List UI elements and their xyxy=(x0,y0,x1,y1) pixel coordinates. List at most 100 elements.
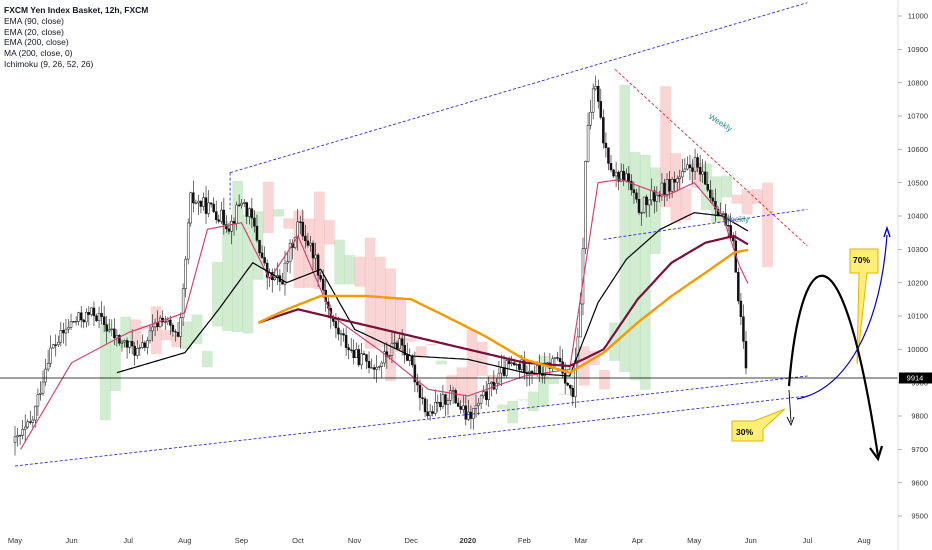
candle-body xyxy=(64,328,68,334)
candle-body xyxy=(286,261,289,264)
cloud-segment xyxy=(222,221,233,332)
cloud-segment xyxy=(385,268,396,382)
candle-body xyxy=(192,192,195,204)
candle-body xyxy=(319,275,322,280)
cloud-segment xyxy=(619,84,631,373)
cloud-segment xyxy=(273,209,284,217)
cloud-segment xyxy=(140,325,152,330)
candle-body xyxy=(222,209,226,225)
time-axis[interactable]: May Jun Jul Aug Sep Oct Nov Dec 2020 Feb Mar Apr May… xyxy=(8,536,871,545)
candle-body xyxy=(199,200,203,207)
candle-body xyxy=(673,179,676,183)
ichimoku-cloud xyxy=(99,84,773,424)
candle-body xyxy=(665,179,669,195)
cloud-segment xyxy=(161,330,172,341)
candle-body xyxy=(110,328,114,330)
price-tick-label: 9600 xyxy=(911,478,928,487)
bearish-arrowhead-icon xyxy=(869,445,884,462)
up-probability-callout xyxy=(849,248,879,365)
candle-body xyxy=(579,303,582,338)
candle-body xyxy=(342,333,345,336)
price-tick-label: 10000 xyxy=(907,345,928,354)
candle-body xyxy=(87,311,91,315)
candle-body xyxy=(176,332,180,337)
cloud-segment xyxy=(670,153,682,224)
candle-body xyxy=(349,349,353,351)
candle-body xyxy=(169,319,172,326)
candle-body xyxy=(245,202,249,217)
candle-body xyxy=(82,319,86,323)
candle-body xyxy=(186,222,190,260)
candle-body xyxy=(120,341,124,344)
candle-body xyxy=(441,394,445,407)
candle-body xyxy=(115,335,119,339)
candle-body xyxy=(311,242,315,259)
candle-body xyxy=(571,387,575,397)
current-price-badge: 9914 xyxy=(899,372,932,384)
candle-body xyxy=(72,321,75,323)
cloud-segment xyxy=(171,333,183,348)
candle-body xyxy=(370,367,373,369)
candle-body xyxy=(703,171,707,185)
candle-body xyxy=(477,403,480,406)
price-tick-label: 10200 xyxy=(907,278,928,287)
candle-body xyxy=(553,357,557,360)
candle-body xyxy=(197,200,200,204)
candle-body xyxy=(454,390,457,404)
cloud-segment xyxy=(497,404,509,410)
candle-body xyxy=(118,335,121,344)
price-tick-label: 9700 xyxy=(911,445,928,454)
candle-body xyxy=(194,202,198,204)
ema200-line xyxy=(258,234,749,368)
cloud-segment xyxy=(629,152,641,381)
candle-body xyxy=(398,338,401,349)
candle-body xyxy=(97,313,101,322)
candle-body xyxy=(627,173,631,182)
price-tick-label: 10600 xyxy=(907,145,928,154)
candle-body xyxy=(518,364,521,370)
candle-body xyxy=(411,355,414,366)
candle-body xyxy=(316,254,320,276)
cloud-segment xyxy=(731,194,743,204)
candle-body xyxy=(538,365,541,375)
candle-body xyxy=(469,411,473,419)
down-probability-callout xyxy=(731,408,786,442)
candle-body xyxy=(607,147,610,164)
cloud-segment xyxy=(599,369,610,390)
candle-body xyxy=(281,281,284,285)
time-tick-label: May xyxy=(687,536,701,545)
cloud-segment xyxy=(415,346,427,358)
cloud-segment xyxy=(130,319,142,345)
candle-body xyxy=(365,354,368,362)
candle-body xyxy=(74,320,78,323)
cloud-segment xyxy=(578,346,590,386)
time-tick-label: Jul xyxy=(123,536,133,545)
candle-body xyxy=(668,179,671,192)
candle-body xyxy=(462,405,465,410)
candle-body xyxy=(388,355,391,357)
candle-body xyxy=(568,385,572,389)
candle-body xyxy=(390,342,394,356)
candle-body xyxy=(301,221,305,237)
time-tick-label: Dec xyxy=(405,536,419,545)
candle-body xyxy=(535,365,539,374)
cloud-segment xyxy=(487,374,498,383)
candle-body xyxy=(507,360,511,364)
candle-body xyxy=(367,361,371,369)
candle-body xyxy=(594,86,597,90)
candle-body xyxy=(711,197,715,202)
chart-title: FXCM Yen Index Basket, 12h, FXCM xyxy=(4,5,149,15)
candle-body xyxy=(383,351,386,364)
candle-body xyxy=(18,434,22,437)
legend-item-ma200: MA (200, close, 0) xyxy=(4,48,73,59)
bearish-scenario-arc xyxy=(787,274,880,457)
candle-body xyxy=(586,124,590,162)
candle-body xyxy=(609,163,613,171)
candle-body xyxy=(474,405,478,409)
price-tick-label: 10900 xyxy=(907,45,928,54)
candle-body xyxy=(13,436,17,443)
candle-body xyxy=(726,225,730,227)
cloud-segment xyxy=(150,306,162,355)
cloud-segment xyxy=(650,167,661,254)
candle-body xyxy=(640,212,643,214)
